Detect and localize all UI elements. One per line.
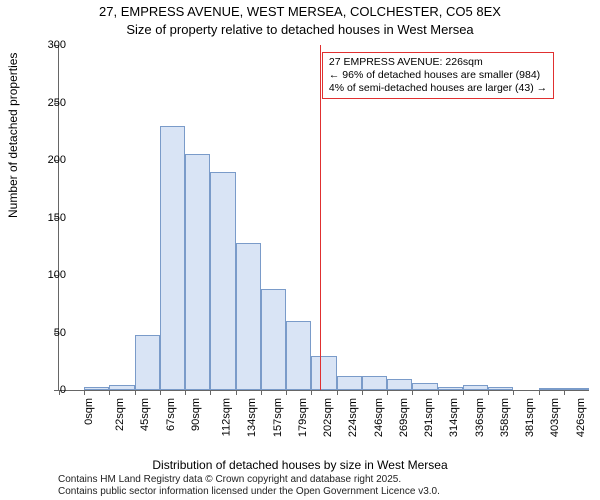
x-tick-mark [337, 390, 338, 395]
plot-area: 27 EMPRESS AVENUE: 226sqm← 96% of detach… [58, 45, 589, 391]
histogram-bar [236, 243, 261, 390]
x-tick-label: 403sqm [549, 398, 561, 437]
x-tick-mark [185, 390, 186, 395]
x-tick-label: 381sqm [524, 398, 536, 437]
histogram-bar [160, 126, 185, 391]
x-tick-label: 358sqm [499, 398, 511, 437]
histogram-bar [286, 321, 311, 390]
x-tick-label: 426sqm [575, 398, 587, 437]
x-tick-label: 246sqm [373, 398, 385, 437]
x-tick-label: 202sqm [322, 398, 334, 437]
y-tick-label: 200 [26, 154, 66, 166]
histogram-bar [311, 356, 336, 391]
histogram-bar [135, 335, 160, 390]
chart-container: 27, EMPRESS AVENUE, WEST MERSEA, COLCHES… [0, 0, 600, 500]
y-tick-label: 150 [26, 212, 66, 224]
y-tick-label: 250 [26, 97, 66, 109]
chart-title-line2: Size of property relative to detached ho… [0, 22, 600, 37]
x-tick-mark [438, 390, 439, 395]
histogram-bar [185, 154, 210, 390]
x-tick-label: 314sqm [448, 398, 460, 437]
annotation-line2: ← 96% of detached houses are smaller (98… [329, 69, 547, 82]
x-tick-label: 224sqm [348, 398, 360, 437]
x-tick-mark [160, 390, 161, 395]
y-tick-label: 300 [26, 39, 66, 51]
histogram-bar [109, 385, 134, 390]
histogram-bar [412, 383, 437, 390]
x-tick-label: 0sqm [83, 398, 95, 425]
x-tick-mark [210, 390, 211, 395]
x-tick-mark [539, 390, 540, 395]
footnote: Contains HM Land Registry data © Crown c… [58, 474, 440, 498]
histogram-bar [84, 387, 109, 390]
chart-title-line1: 27, EMPRESS AVENUE, WEST MERSEA, COLCHES… [0, 4, 600, 19]
x-tick-mark [236, 390, 237, 395]
histogram-bar [488, 387, 513, 390]
x-tick-mark [311, 390, 312, 395]
x-tick-mark [261, 390, 262, 395]
histogram-bar [210, 172, 235, 391]
x-tick-mark [286, 390, 287, 395]
x-tick-mark [513, 390, 514, 395]
x-tick-label: 336sqm [474, 398, 486, 437]
y-tick-label: 100 [26, 269, 66, 281]
x-axis-label: Distribution of detached houses by size … [0, 458, 600, 472]
x-tick-mark [387, 390, 388, 395]
x-tick-label: 67sqm [165, 398, 177, 431]
x-tick-label: 179sqm [297, 398, 309, 437]
footnote-line1: Contains HM Land Registry data © Crown c… [58, 474, 440, 486]
histogram-bar [463, 385, 488, 390]
y-axis-label: Number of detached properties [6, 53, 20, 218]
annotation-line3: 4% of semi-detached houses are larger (4… [329, 82, 547, 95]
x-tick-mark [488, 390, 489, 395]
x-tick-mark [362, 390, 363, 395]
x-tick-label: 291sqm [423, 398, 435, 437]
x-tick-label: 134sqm [247, 398, 259, 437]
x-tick-mark [109, 390, 110, 395]
y-tick-label: 50 [26, 327, 66, 339]
x-tick-mark [412, 390, 413, 395]
x-tick-label: 90sqm [190, 398, 202, 431]
x-tick-label: 45sqm [140, 398, 152, 431]
y-tick-label: 0 [26, 384, 66, 396]
histogram-bar [362, 376, 387, 390]
x-tick-mark [463, 390, 464, 395]
histogram-bar [387, 379, 412, 391]
histogram-bar [438, 387, 463, 390]
annotation-box: 27 EMPRESS AVENUE: 226sqm← 96% of detach… [322, 52, 554, 99]
histogram-bar [539, 388, 564, 390]
histogram-bar [261, 289, 286, 390]
x-tick-label: 22sqm [114, 398, 126, 431]
x-tick-mark [135, 390, 136, 395]
footnote-line2: Contains public sector information licen… [58, 486, 440, 498]
annotation-line1: 27 EMPRESS AVENUE: 226sqm [329, 56, 547, 69]
reference-line [320, 45, 321, 390]
histogram-bar [337, 376, 362, 390]
x-tick-label: 112sqm [221, 398, 233, 436]
x-tick-mark [564, 390, 565, 395]
histogram-bar [564, 388, 589, 390]
x-tick-label: 269sqm [398, 398, 410, 437]
x-tick-mark [84, 390, 85, 395]
x-tick-label: 157sqm [272, 398, 284, 437]
